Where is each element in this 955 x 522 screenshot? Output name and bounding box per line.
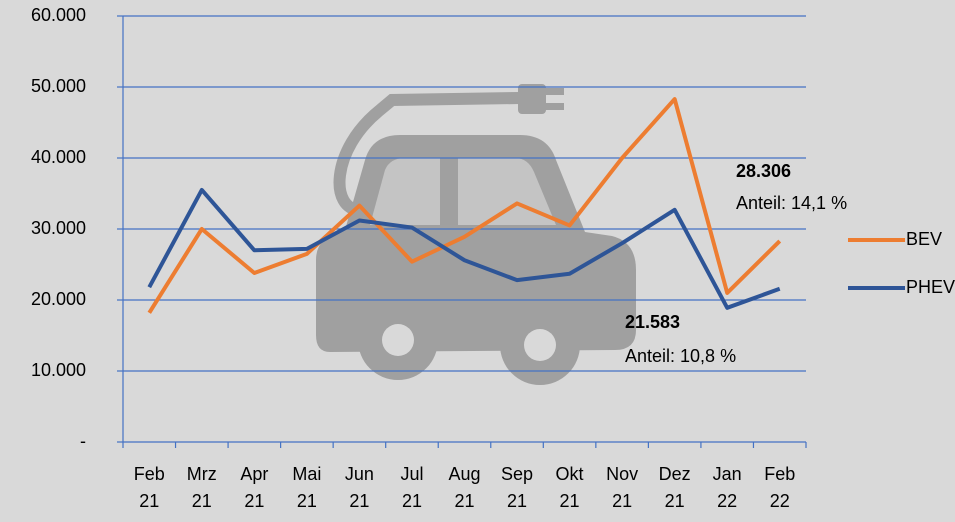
hub [382, 324, 414, 356]
x-tick-label: Aug 21 [445, 461, 485, 515]
hub [524, 329, 556, 361]
y-tick-label: 10.000 [31, 360, 86, 380]
annotation: 21.583 [625, 312, 680, 332]
legend-label: PHEV [906, 277, 955, 297]
annotation: Anteil: 10,8 % [625, 346, 736, 366]
x-tick-label: Nov 21 [602, 461, 642, 515]
plug-pin [544, 88, 564, 95]
car-icon [316, 84, 636, 385]
y-tick-label: 20.000 [31, 289, 86, 309]
x-tick-label: Dez 21 [655, 461, 695, 515]
y-tick-label: 60.000 [31, 5, 86, 25]
x-tick-label: Mrz 21 [182, 461, 222, 515]
y-tick-label: 40.000 [31, 147, 86, 167]
x-tick-label: Jul 21 [392, 461, 432, 515]
annotation: 28.306 [736, 161, 791, 181]
x-tick-label: Apr 21 [234, 461, 274, 515]
y-tick-label: 50.000 [31, 76, 86, 96]
x-tick-label: Mai 21 [287, 461, 327, 515]
x-tick-label: Jun 21 [339, 461, 379, 515]
plug-pin [544, 103, 564, 110]
x-tick-label: Okt 21 [550, 461, 590, 515]
y-tick-label: - [80, 431, 86, 451]
x-tick-label: Feb 21 [129, 461, 169, 515]
chart-canvas: - 10.000 20.000 30.000 40.000 50.000 60.000 28.… [0, 0, 955, 522]
annotation: Anteil: 14,1 % [736, 193, 847, 213]
x-tick-label: Sep 21 [497, 461, 537, 515]
x-tick-label: Feb 22 [760, 461, 800, 515]
x-tick-label: Jan 22 [707, 461, 747, 515]
chart: - 10.000 20.000 30.000 40.000 50.000 60.000 28.… [0, 0, 955, 522]
y-tick-label: 30.000 [31, 218, 86, 238]
legend-label: BEV [906, 229, 942, 249]
plug [518, 84, 546, 114]
